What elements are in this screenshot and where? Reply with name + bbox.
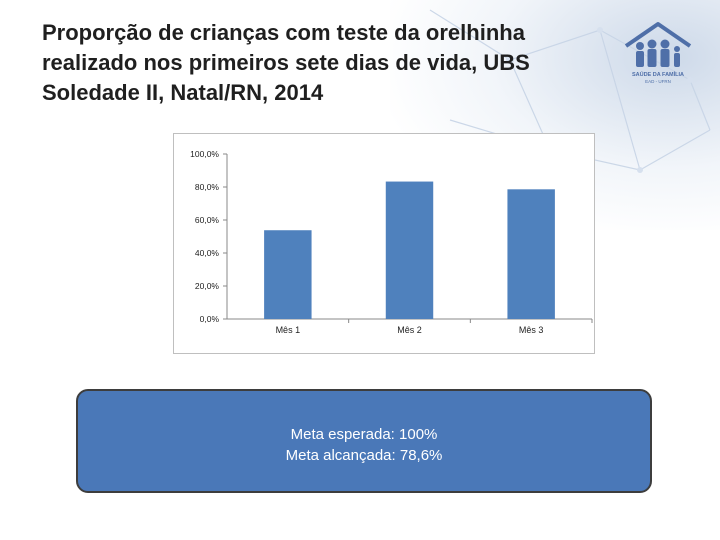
chart-frame: 0,0% 20,0% 40,0% 60,0% 80,0% 100,0% Mês 1 Mês 2… (173, 133, 595, 354)
y-tick-label: 0,0% (200, 314, 220, 324)
bar-chart: 0,0% 20,0% 40,0% 60,0% 80,0% 100,0% Mês 1 Mês 2… (190, 149, 593, 335)
saude-da-familia-logo: SAÚDE DA FAMÍLIA EAD - UFRN (624, 22, 692, 84)
meta-expected-text: Meta esperada: 100% (290, 426, 438, 443)
x-tick-label: Mês 1 (276, 325, 301, 335)
y-tick-label: 20,0% (195, 281, 220, 291)
y-tick-label: 40,0% (195, 248, 220, 258)
x-tick-label: Mês 2 (397, 325, 422, 335)
y-tick-label: 60,0% (195, 215, 220, 225)
slide-title: Proporção de crianças com teste da orelh… (42, 20, 530, 105)
bar (385, 181, 434, 319)
logo-text-line1: SAÚDE DA FAMÍLIA (632, 70, 684, 78)
bar (507, 189, 555, 319)
bar (264, 230, 312, 319)
logo-text-line2: EAD - UFRN (645, 79, 671, 84)
meta-achieved-text: Meta alcançada: 78,6% (285, 447, 443, 464)
y-tick-label: 100,0% (190, 149, 219, 159)
x-tick-label: Mês 3 (519, 325, 544, 335)
y-tick-label: 80,0% (195, 182, 220, 192)
meta-summary-box: Meta esperada: 100% Meta alcançada: 78,6… (76, 389, 652, 493)
